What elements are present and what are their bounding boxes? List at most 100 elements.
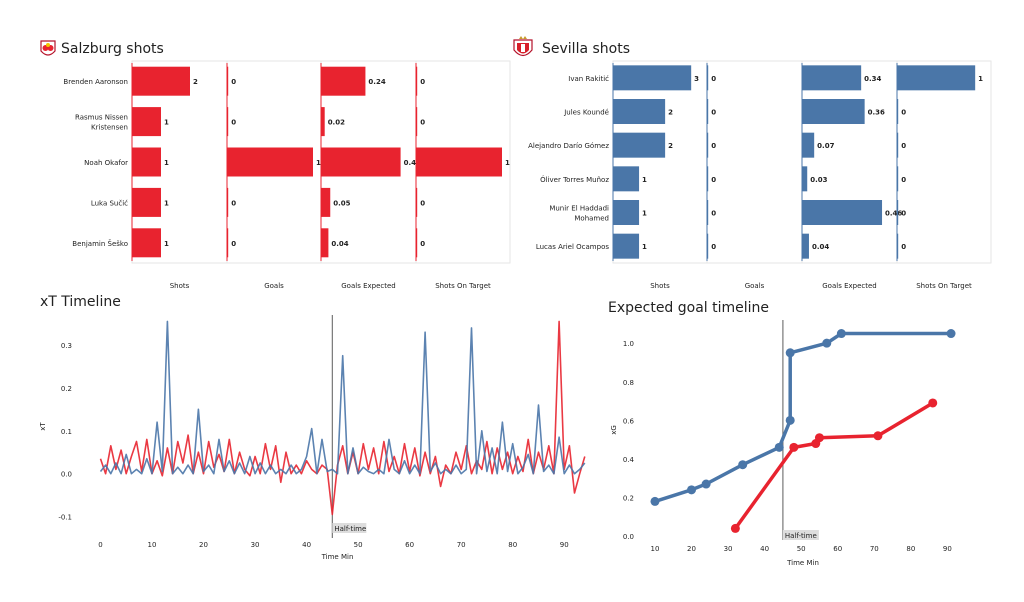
xg-point — [836, 329, 846, 339]
bar-value-label: 1 — [642, 210, 647, 218]
shot-bar — [707, 132, 709, 158]
shot-bar — [321, 187, 331, 217]
x-tick-label: 20 — [687, 545, 696, 553]
bar-value-label: 2 — [193, 78, 198, 86]
shot-bar — [321, 228, 329, 258]
shot-bar — [897, 166, 899, 192]
metric-label: Shots — [650, 282, 670, 290]
xg-series-line — [733, 401, 934, 530]
player-name: Benjamin Šeško — [72, 239, 128, 248]
shot-bar — [132, 187, 161, 217]
shot-bar — [707, 200, 709, 225]
y-tick-label: 0.2 — [61, 385, 72, 393]
player-name: Luka Sučić — [91, 199, 128, 207]
y-tick-label: 0.2 — [623, 495, 634, 503]
metric-label: Shots On Target — [435, 282, 491, 290]
xg-point — [822, 338, 832, 348]
metric-label: Shots On Target — [916, 282, 972, 290]
xt-series-line — [99, 320, 586, 475]
salzburg-shots-chart: Shots Goals Goals Expected Shots On Target B… — [63, 60, 511, 290]
player-name: Lucas Ariel Ocampos — [536, 243, 610, 251]
xg-point — [789, 442, 799, 452]
player-name: Munir El Haddadi — [549, 205, 609, 213]
bar-value-label: 0 — [711, 210, 716, 218]
bar-value-label: 0.46 — [885, 210, 902, 218]
shot-bar — [132, 147, 161, 177]
x-tick-label: 20 — [199, 541, 208, 549]
bar-value-label: 3 — [694, 75, 699, 83]
shot-bar — [321, 147, 401, 177]
halftime-label: Half-time — [785, 532, 817, 540]
player-name: Rasmus Nissen — [75, 114, 128, 122]
bar-value-label: 0.03 — [810, 176, 827, 184]
y-tick-label: 0.0 — [623, 533, 634, 541]
x-tick-label: 40 — [760, 545, 769, 553]
shot-bar — [802, 233, 809, 259]
xg-point — [687, 485, 697, 495]
halftime-label-bg — [332, 523, 367, 533]
shot-bar — [416, 107, 418, 137]
y-tick-label: 0.1 — [61, 428, 72, 436]
bar-value-label: 2 — [668, 109, 673, 117]
sevilla-shots-chart: Shots Goals Goals Expected Shots On Target I… — [528, 60, 992, 290]
x-tick-label: 50 — [354, 541, 363, 549]
salzburg-crest-icon — [40, 40, 56, 56]
bar-value-label: 0 — [901, 243, 906, 251]
bar-value-label: 0 — [711, 109, 716, 117]
shot-bar — [613, 200, 640, 225]
metric-label: Goals Expected — [822, 282, 876, 290]
x-tick-label: 90 — [943, 545, 952, 553]
shot-bar — [416, 187, 418, 217]
bar-value-label: 0 — [420, 199, 425, 207]
xt-timeline-title: xT Timeline — [40, 294, 121, 310]
panel-frame — [801, 60, 898, 264]
bar-value-label: 0 — [420, 78, 425, 86]
shot-bar — [802, 99, 865, 124]
player-name: Óliver Torres Muñoz — [540, 175, 609, 184]
shot-bar — [802, 65, 862, 91]
bar-value-label: 0 — [901, 210, 906, 218]
bar-value-label: 2 — [668, 142, 673, 150]
bar-value-label: 0 — [711, 75, 716, 83]
player-name: Noah Okafor — [84, 159, 128, 167]
xg-point — [701, 479, 711, 489]
bar-value-label: 0.43 — [404, 159, 421, 167]
bar-value-label: 1 — [164, 159, 169, 167]
xg-point — [650, 496, 660, 506]
y-tick-label: 0.0 — [61, 471, 72, 479]
salzburg-title: Salzburg shots — [61, 41, 164, 57]
bar-value-label: 0 — [901, 176, 906, 184]
shot-bar — [707, 65, 709, 91]
bar-value-label: 0 — [901, 109, 906, 117]
shot-bar — [897, 99, 899, 124]
xg-point — [873, 431, 883, 441]
xg-point — [774, 442, 784, 452]
bar-value-label: 0 — [420, 240, 425, 248]
shot-bar — [802, 132, 815, 158]
bar-value-label: 0 — [420, 119, 425, 127]
shot-bar — [707, 166, 709, 192]
bar-value-label: 0 — [231, 240, 236, 248]
xt-series-line — [99, 320, 586, 516]
bar-value-label: 0 — [711, 142, 716, 150]
x-tick-label: 10 — [148, 541, 157, 549]
bar-value-label: 1 — [164, 119, 169, 127]
shot-bar — [897, 132, 899, 158]
y-tick-label: 1.0 — [623, 340, 634, 348]
xg-point — [730, 523, 740, 533]
metric-label: Goals Expected — [341, 282, 395, 290]
bar-value-label: 1 — [505, 159, 510, 167]
y-tick-label: 0.4 — [623, 456, 635, 464]
shot-bar — [132, 228, 161, 258]
bar-value-label: 0 — [231, 119, 236, 127]
x-tick-label: 90 — [560, 541, 569, 549]
metric-label: Shots — [170, 282, 190, 290]
bar-value-label: 1 — [642, 176, 647, 184]
shot-bar — [897, 200, 899, 225]
player-name: Ivan Rakitić — [568, 75, 609, 83]
bar-value-label: 0 — [231, 78, 236, 86]
x-tick-label: 60 — [833, 545, 842, 553]
shot-bar — [416, 228, 418, 258]
shot-bar — [613, 233, 640, 259]
